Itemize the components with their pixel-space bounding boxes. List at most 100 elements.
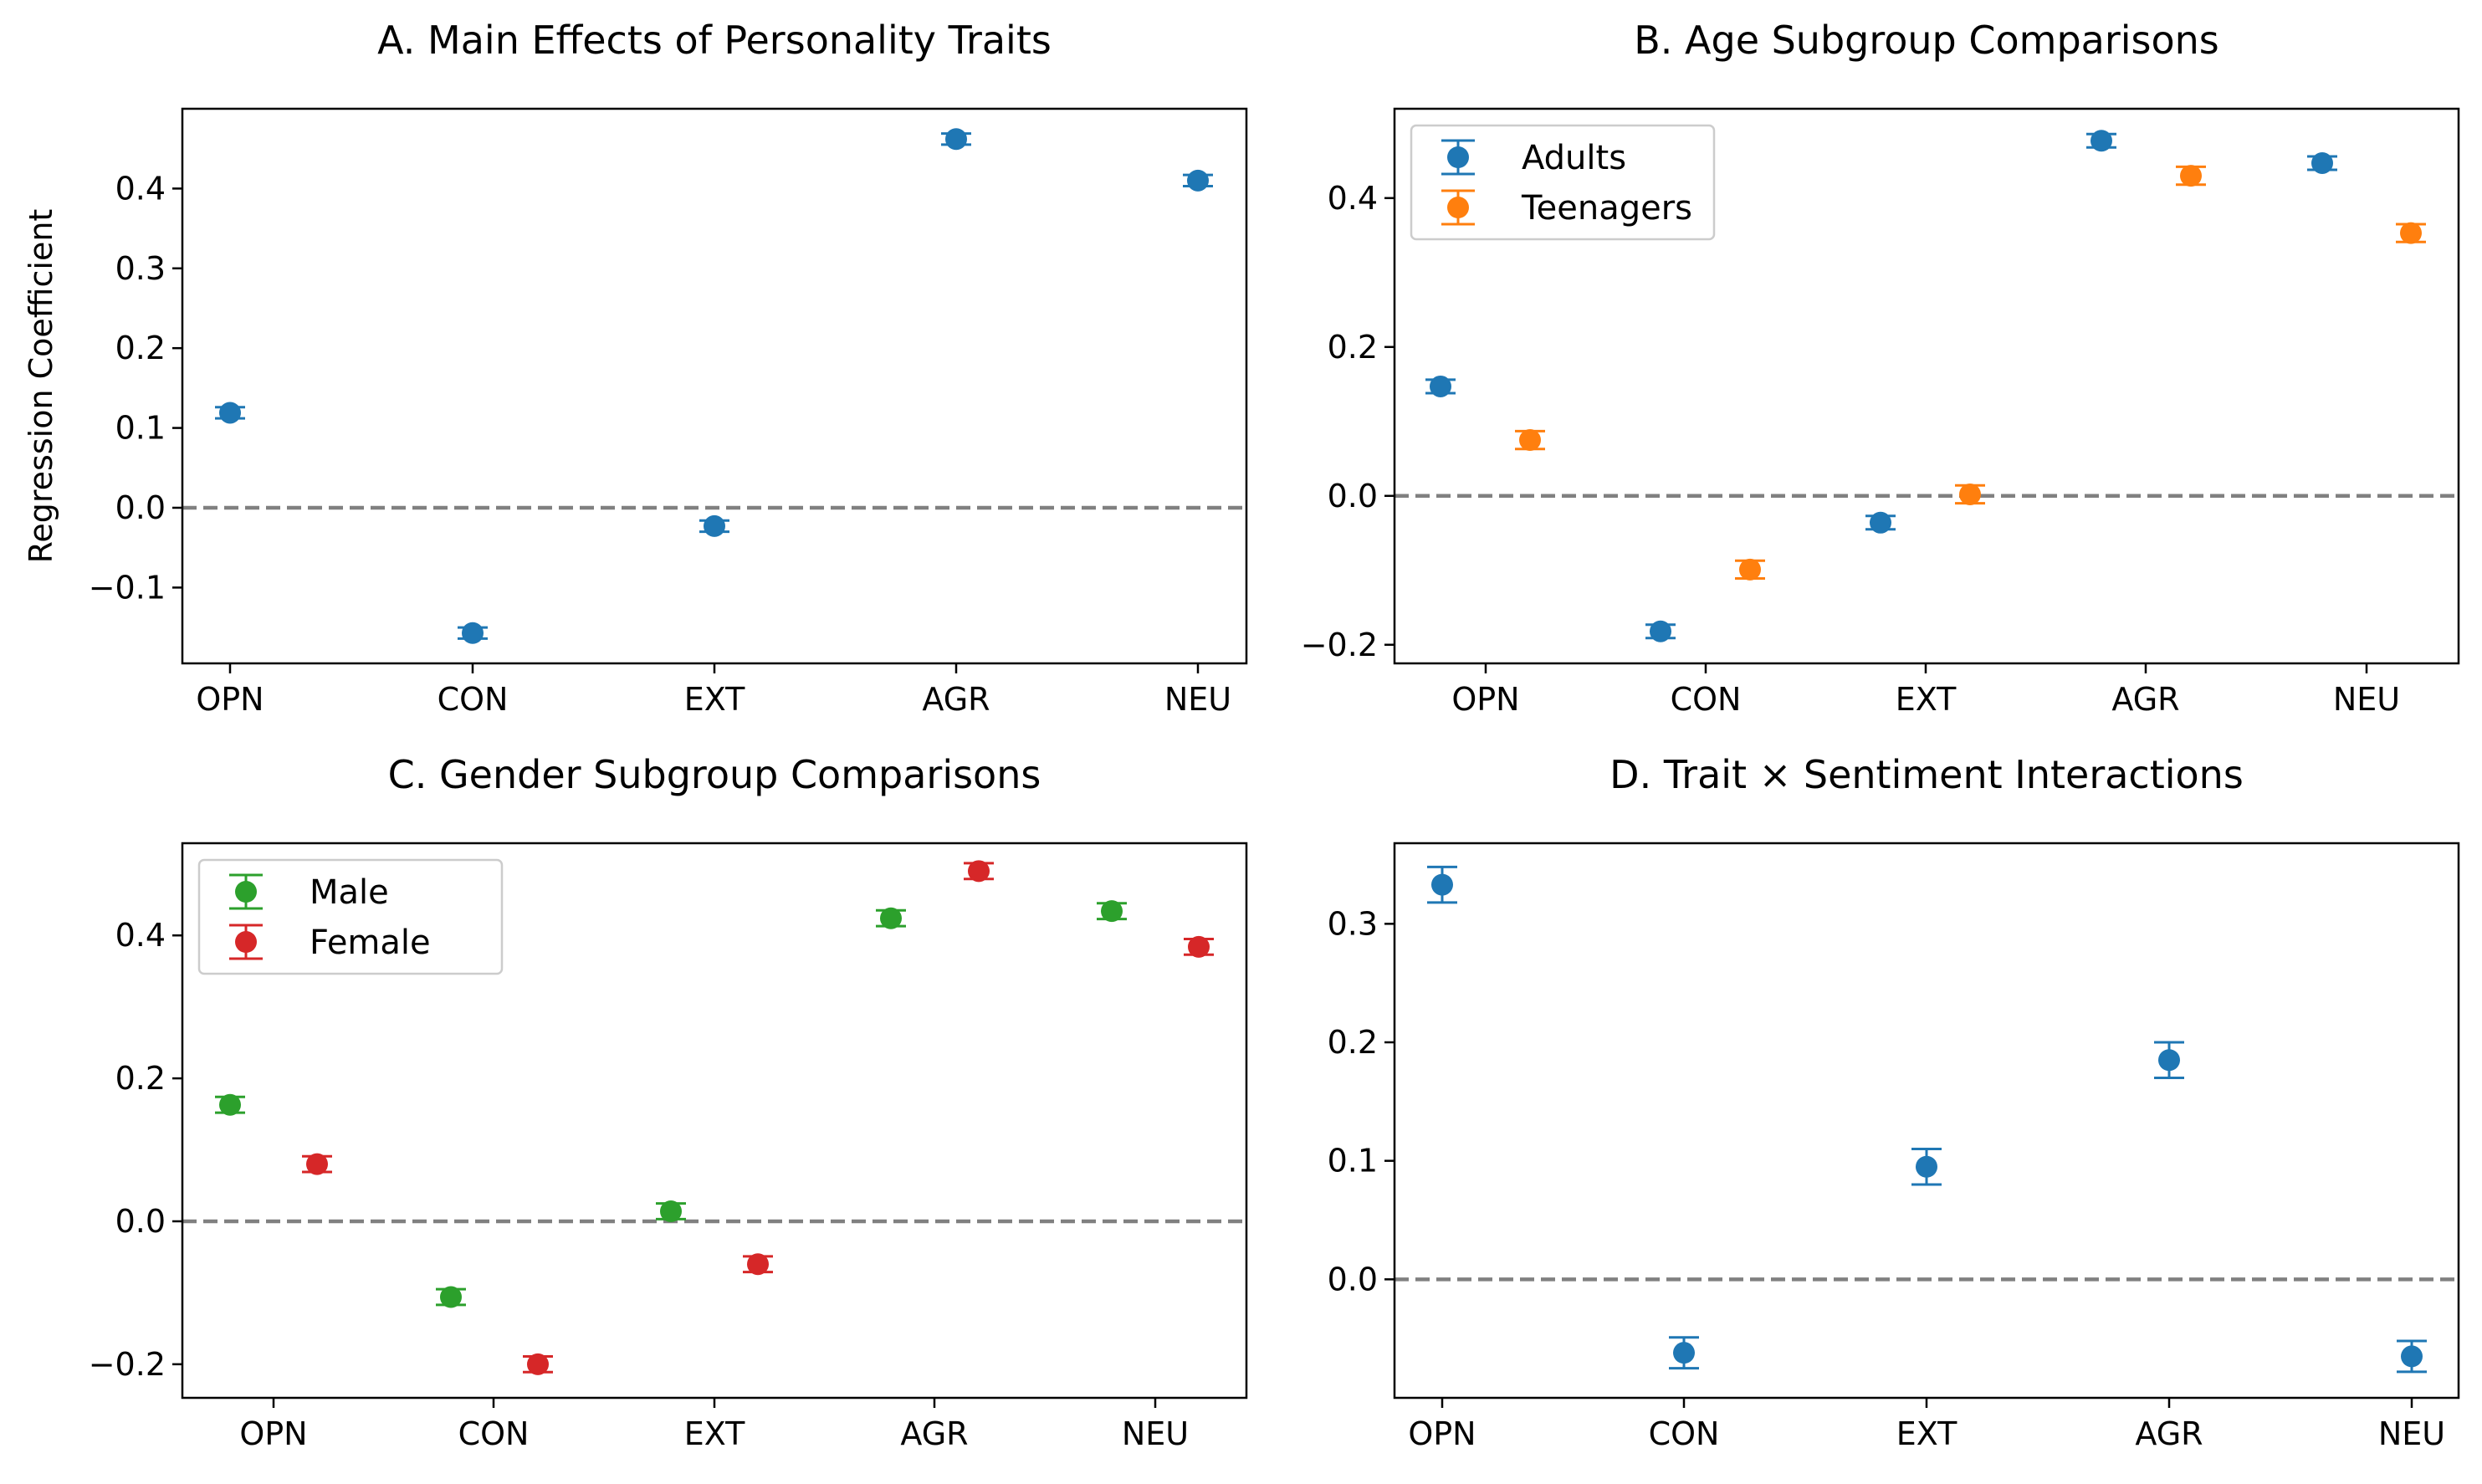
panel-a-series-1-point-agr — [941, 128, 971, 151]
panel-a-ytick-label: 0.0 — [115, 489, 166, 526]
panel-a-series-1-point-ext — [699, 514, 729, 537]
panel-c-series-1-point-con — [436, 1286, 466, 1308]
panel-b-series-2-point-opn — [1515, 429, 1545, 452]
panel-b: B. Age Subgroup Comparisons −0.2 0.0 0.2 0.4… — [1301, 18, 2460, 718]
legend-label: Adults — [1522, 139, 1626, 177]
legend-marker — [1447, 197, 1469, 218]
data-point — [945, 128, 967, 151]
panel-d-ytick-label: 0.1 — [1328, 1143, 1378, 1180]
panel-c-series-2-point-opn — [302, 1153, 332, 1175]
data-point — [1430, 375, 1451, 397]
panel-a-ytick-label: 0.2 — [115, 330, 166, 366]
panel-b-ytick-label: 0.4 — [1328, 180, 1378, 217]
panel-c-series-2-point-neu — [1184, 935, 1214, 958]
panel-c-series-1-point-neu — [1097, 900, 1127, 923]
data-point — [2091, 130, 2112, 152]
panel-a: A. Main Effects of Personality Traits Reg… — [23, 18, 1248, 718]
data-point — [1650, 620, 1671, 642]
panel-c-series-2-point-agr — [964, 860, 994, 883]
data-point — [2311, 151, 2333, 174]
panel-d-ytick-label: 0.2 — [1328, 1024, 1378, 1061]
panel-c-frame — [181, 842, 1248, 1400]
panel-b-xtick-label: CON — [1671, 681, 1742, 718]
data-point — [440, 1286, 462, 1308]
panel-a-ytick-label: 0.1 — [115, 410, 166, 447]
data-point — [1188, 935, 1210, 958]
panel-b-xtick-label: AGR — [2111, 681, 2179, 718]
panel-a-xtick-label: OPN — [196, 681, 264, 718]
panel-d-series-1-point-con — [1669, 1336, 1699, 1370]
panel-c-series-1-point-opn — [215, 1093, 245, 1116]
panel-d-series-1-point-opn — [1427, 865, 1457, 904]
panel-b-title: B. Age Subgroup Comparisons — [1634, 18, 2219, 63]
panel-a-xtick-label: NEU — [1164, 681, 1231, 718]
panel-d-series-1-point-neu — [2397, 1339, 2427, 1374]
data-point — [1916, 1155, 1937, 1178]
panel-a-ytick-label: 0.4 — [115, 170, 166, 207]
legend-frame — [1410, 124, 1716, 241]
panel-c: C. Gender Subgroup Comparisons −0.2 0.0 0.2… — [89, 752, 1248, 1452]
panel-c-xtick-label: NEU — [1122, 1415, 1189, 1452]
panel-d-xtick-label: AGR — [2135, 1415, 2203, 1452]
panel-a-xtick-label: CON — [438, 681, 509, 718]
data-point — [1959, 483, 1981, 505]
data-point — [2158, 1049, 2180, 1072]
data-point — [1870, 511, 1891, 534]
panel-c-xtick-label: EXT — [684, 1415, 745, 1452]
panel-b-series-1-point-ext — [1865, 511, 1896, 534]
panel-a-ytick-label: −0.1 — [89, 569, 166, 606]
panel-d-series-1-point-ext — [1911, 1148, 1942, 1186]
legend-label: Female — [310, 924, 431, 962]
panel-a-title: A. Main Effects of Personality Traits — [377, 18, 1052, 63]
panel-c-xtick-label: CON — [458, 1415, 530, 1452]
panel-a-ylabel: Regression Coefficient — [23, 209, 59, 564]
data-point — [219, 1093, 241, 1116]
panel-b-series-1-point-con — [1645, 620, 1676, 642]
panel-a-series-1-point-neu — [1183, 169, 1213, 192]
panel-d-ytick-label: 0.0 — [1328, 1261, 1378, 1297]
panel-d: D. Trait × Sentiment Interactions 0.0 0.1 0… — [1328, 752, 2460, 1452]
data-point — [1187, 169, 1209, 192]
legend-label: Male — [310, 873, 389, 912]
panel-c-xtick-label: OPN — [239, 1415, 307, 1452]
data-point — [704, 514, 725, 537]
panel-c-series-1-point-agr — [876, 907, 906, 929]
data-point — [1673, 1342, 1695, 1364]
legend-marker — [235, 881, 257, 903]
panel-d-xtick-label: EXT — [1896, 1415, 1957, 1452]
panel-c-series-2-point-con — [523, 1353, 553, 1375]
panel-a-xtick-label: EXT — [684, 681, 745, 718]
data-point — [880, 907, 902, 929]
data-point — [2401, 1345, 2423, 1368]
data-point — [2400, 222, 2422, 244]
panel-b-series-2-point-ext — [1955, 483, 1985, 505]
panel-b-series-2-point-con — [1735, 558, 1765, 581]
panel-c-ytick-label: 0.4 — [115, 917, 166, 954]
panel-a-ytick-label: 0.3 — [115, 250, 166, 287]
panel-d-xtick-label: OPN — [1408, 1415, 1476, 1452]
legend-label: Teenagers — [1521, 189, 1692, 228]
data-point — [306, 1153, 328, 1175]
data-point — [527, 1353, 549, 1375]
legend-marker — [235, 931, 257, 953]
data-point — [1431, 873, 1453, 896]
legend-marker — [1447, 146, 1469, 168]
panel-b-series-2-point-neu — [2396, 222, 2426, 244]
panel-c-title: C. Gender Subgroup Comparisons — [388, 752, 1041, 797]
panel-a-series-1-point-opn — [215, 402, 245, 424]
panel-a-frame — [181, 107, 1248, 665]
panel-b-ytick-label: 0.0 — [1328, 478, 1378, 514]
data-point — [1519, 429, 1541, 452]
panel-b-series-1-point-opn — [1425, 375, 1456, 397]
panel-b-ytick-label: 0.2 — [1328, 329, 1378, 366]
data-point — [660, 1200, 682, 1223]
panel-c-series-1-point-ext — [656, 1200, 686, 1223]
panel-d-frame — [1393, 842, 2460, 1400]
panel-c-xtick-label: AGR — [900, 1415, 968, 1452]
panel-c-ytick-label: −0.2 — [89, 1346, 166, 1383]
panel-d-series-1-point-agr — [2154, 1041, 2184, 1079]
panel-b-xtick-label: OPN — [1451, 681, 1519, 718]
panel-b-series-2-point-agr — [2176, 165, 2206, 187]
